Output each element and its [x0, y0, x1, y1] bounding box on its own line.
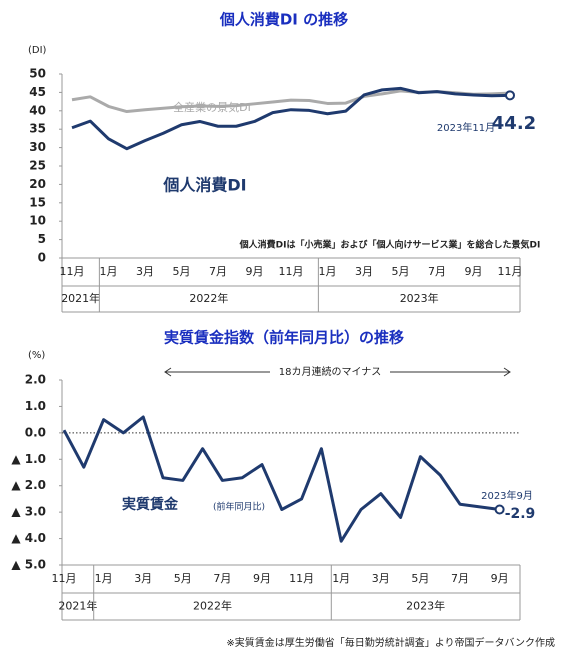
series-label: 全産業の景気DI [173, 100, 251, 114]
x-tick-label: 5月 [411, 572, 429, 585]
y-tick-label: 20 [29, 177, 46, 191]
end-marker [494, 504, 505, 515]
y-tick-label: 50 [29, 67, 46, 81]
x-tick-label: 11月 [60, 265, 85, 278]
end-date: 2023年9月 [481, 489, 533, 502]
span-annotation: 18カ月連続のマイナス [279, 365, 382, 378]
x-tick-label: 9月 [246, 265, 264, 278]
y-tick-label: 35 [29, 122, 46, 136]
series-note: (前年同月比) [213, 501, 265, 513]
y-tick-label: 2.0 [25, 373, 46, 387]
y-tick-label: ▲ 5.0 [11, 558, 46, 572]
x-tick-label: 3月 [134, 572, 152, 585]
y-tick-label: 40 [29, 103, 46, 117]
y-tick-label: ▲ 2.0 [11, 478, 46, 492]
y-tick-label: 25 [29, 159, 46, 173]
x-tick-label: 7月 [428, 265, 446, 278]
y-tick-label: 1.0 [25, 399, 46, 413]
year-label: 2021年 [61, 291, 100, 305]
end-value: 44.2 [492, 113, 536, 134]
y-tick-label: 45 [29, 85, 46, 99]
x-tick-label: 11月 [498, 265, 523, 278]
year-label: 2022年 [189, 291, 228, 305]
x-tick-label: 3月 [372, 572, 390, 585]
x-tick-label: 11月 [52, 572, 77, 585]
chart-title: 実質賃金指数（前年同月比）の推移 [164, 329, 404, 347]
y-tick-label: ▲ 1.0 [11, 452, 46, 466]
x-tick-label: 11月 [279, 265, 304, 278]
x-tick-label: 5月 [392, 265, 410, 278]
y-tick-label: 0.0 [25, 425, 46, 439]
y-axis-label: (%) [28, 350, 45, 361]
x-tick-label: 9月 [491, 572, 509, 585]
x-tick-label: 7月 [213, 572, 231, 585]
data-line [71, 86, 511, 151]
footnote: ※実質賃金は厚生労働省「毎日勤労統計調査」より帝国データバンク作成 [226, 636, 555, 649]
arrow-head [503, 367, 511, 377]
x-tick-label: 9月 [253, 572, 271, 585]
series-label: 実質賃金 [122, 496, 179, 513]
y-tick-label: 10 [29, 214, 46, 228]
y-axis-label: (DI) [28, 45, 47, 56]
x-tick-label: 1月 [95, 572, 113, 585]
end-date: 2023年11月 [437, 121, 495, 134]
year-label: 2023年 [406, 599, 445, 613]
x-tick-label: 1月 [332, 572, 350, 585]
end-marker [505, 90, 515, 101]
series-label: 個人消費DI [162, 176, 246, 195]
year-label: 2022年 [193, 599, 232, 613]
year-label: 2021年 [58, 599, 97, 613]
y-tick-label: 0 [38, 251, 46, 265]
y-tick-label: 5 [38, 232, 46, 246]
x-tick-label: 3月 [355, 265, 373, 278]
x-tick-label: 11月 [289, 572, 314, 585]
x-tick-label: 5月 [173, 265, 191, 278]
y-tick-label: ▲ 4.0 [11, 531, 46, 545]
y-tick-label: 30 [29, 140, 46, 154]
data-line [62, 415, 500, 543]
note: 個人消費DIは「小売業」および「個人向けサービス業」を総合した景気DI [239, 239, 541, 251]
x-tick-label: 1月 [100, 265, 118, 278]
x-tick-label: 7月 [451, 572, 469, 585]
arrow-head [164, 367, 172, 377]
x-tick-label: 5月 [174, 572, 192, 585]
x-tick-label: 7月 [209, 265, 227, 278]
x-tick-label: 3月 [136, 265, 154, 278]
year-label: 2023年 [400, 291, 439, 305]
chart-title: 個人消費DI の推移 [219, 11, 348, 29]
x-tick-label: 9月 [465, 265, 483, 278]
y-tick-label: ▲ 3.0 [11, 505, 46, 519]
x-tick-label: 1月 [319, 265, 337, 278]
end-value: -2.9 [505, 506, 536, 522]
y-tick-label: 15 [29, 195, 46, 209]
span-label-bg [270, 364, 390, 380]
